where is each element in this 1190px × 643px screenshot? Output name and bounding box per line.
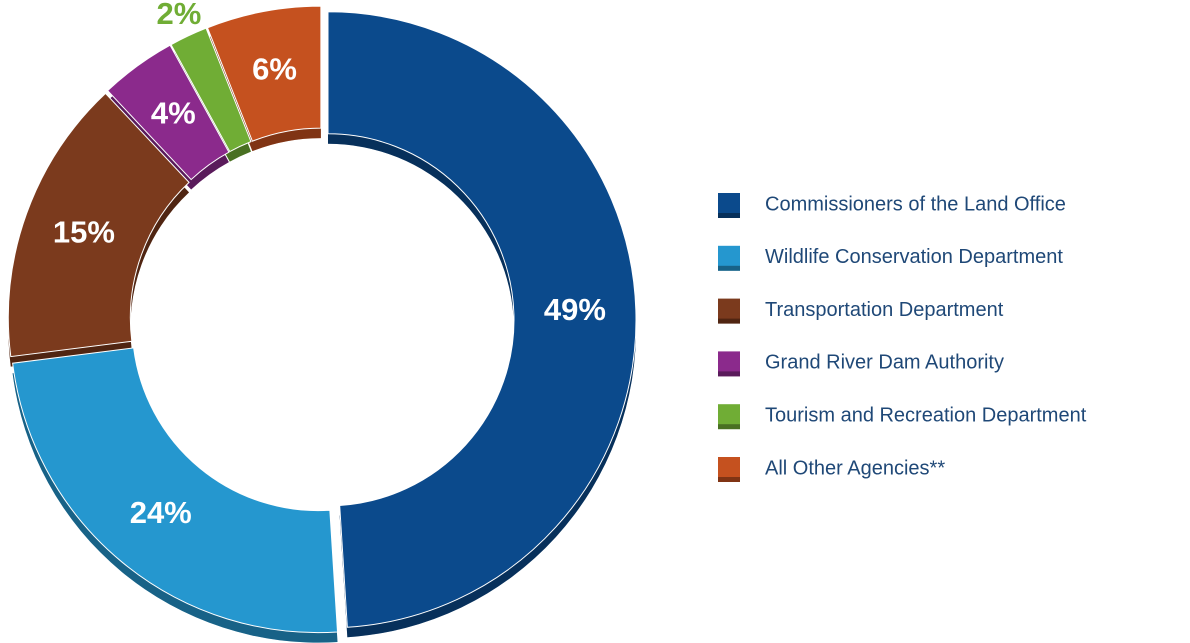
slice <box>106 44 230 181</box>
slice <box>170 27 252 153</box>
legend-label: Grand River Dam Authority <box>765 352 1004 374</box>
slice <box>12 347 339 634</box>
legend-swatch <box>718 404 740 425</box>
legend-swatch <box>718 457 740 477</box>
slice <box>327 11 637 628</box>
value-label: 4% <box>151 96 196 131</box>
value-label: 15% <box>53 214 115 249</box>
legend-label: All Other Agencies** <box>765 457 945 479</box>
legend-swatch <box>718 193 740 213</box>
legend-swatch <box>718 351 740 372</box>
legend-label: Wildlife Conservation Department <box>765 246 1063 268</box>
value-label: 24% <box>130 495 192 530</box>
value-label: 49% <box>544 292 606 327</box>
legend-swatch <box>718 245 740 266</box>
legend-swatch <box>718 298 740 319</box>
legend-label: Transportation Department <box>765 299 1004 321</box>
value-label: 2% <box>157 0 202 31</box>
slice <box>206 5 322 142</box>
value-label: 6% <box>252 52 297 87</box>
legend-label: Tourism and Recreation Department <box>765 404 1087 426</box>
legend-label: Commissioners of the Land Office <box>765 193 1066 215</box>
slice <box>7 92 190 358</box>
